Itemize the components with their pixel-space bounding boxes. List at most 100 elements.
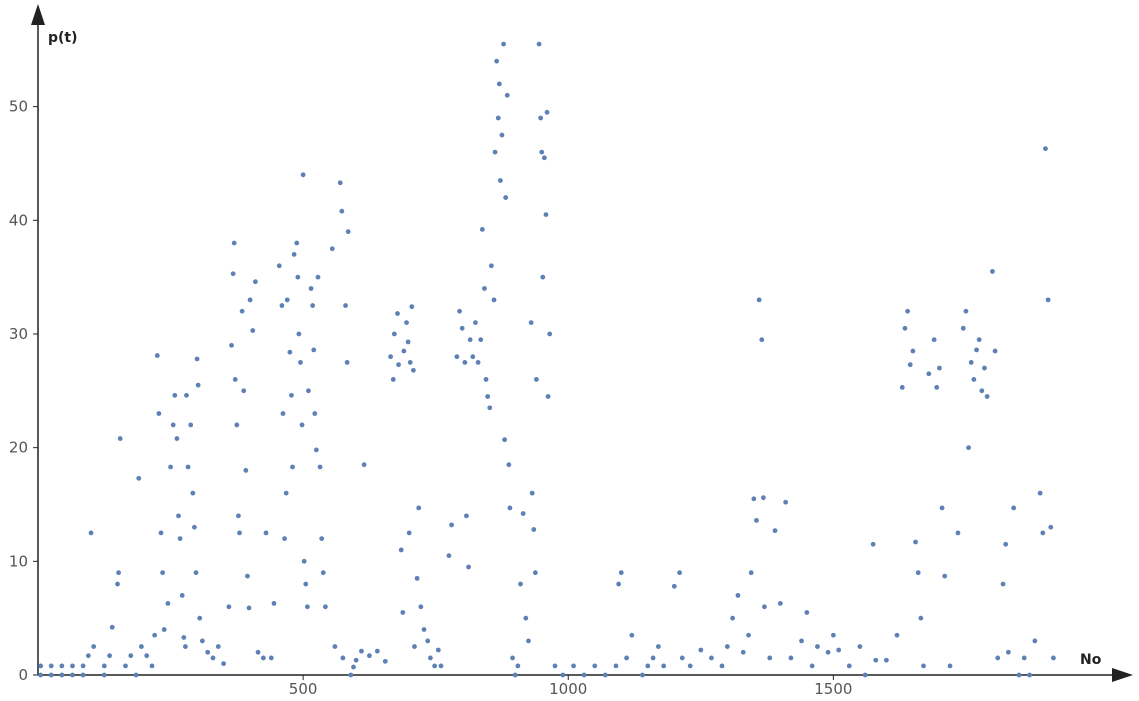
point [400,610,406,615]
point [540,274,546,280]
point [494,58,500,64]
point [592,663,598,669]
point [329,246,335,252]
point [873,657,879,663]
point [247,297,253,303]
point [101,663,107,669]
point [921,663,926,669]
point [116,570,121,576]
point [70,663,75,669]
y-tick-label: 40 [9,211,28,229]
point [193,570,199,576]
point [492,149,498,155]
point [136,475,142,481]
point [671,583,677,589]
point [512,672,518,678]
point [756,297,762,303]
point [231,240,237,246]
point [491,297,497,303]
point [487,405,493,411]
point [395,311,400,316]
point [1000,581,1006,587]
point [312,411,318,416]
point [485,394,491,399]
point [1021,655,1027,661]
point [287,349,293,355]
point [740,649,746,655]
point [613,663,619,669]
point [910,348,916,354]
point [679,655,685,661]
point [534,377,539,382]
point [846,663,852,669]
point [483,377,489,382]
point [907,362,913,368]
point [226,604,232,610]
point [133,672,139,678]
point [128,653,134,659]
point [772,528,778,534]
point [301,558,307,564]
point [862,672,868,678]
point [510,655,515,661]
point [496,81,502,87]
point [640,672,645,678]
point [1003,541,1009,547]
point [528,320,534,326]
point [661,663,667,669]
y-tick-label: 10 [9,552,28,570]
point [229,342,234,348]
point [926,371,932,377]
point [59,663,65,669]
point [158,530,164,536]
point [310,303,316,308]
point [165,600,171,606]
point [152,632,158,638]
point [320,570,326,576]
point [253,279,258,285]
point [655,644,661,649]
point [311,347,317,353]
point [425,638,431,644]
point [344,359,350,365]
point [536,41,542,47]
point [446,553,452,559]
point [276,263,282,269]
point [913,539,918,545]
point [506,462,512,468]
point [243,467,249,473]
point [677,570,682,576]
point [123,663,128,669]
point [968,359,974,365]
point [857,644,863,649]
point [478,337,484,343]
point [144,653,150,659]
point [38,663,44,669]
point [435,647,441,653]
point [466,564,471,570]
point [754,518,759,523]
point [571,663,576,669]
point [183,644,188,649]
point [735,593,741,598]
point [315,274,321,280]
point [746,632,751,638]
point [899,385,905,390]
point [421,627,427,632]
point [101,672,107,678]
point [234,422,240,428]
point [759,337,765,343]
point [241,388,247,394]
point [414,575,420,581]
point [1037,490,1043,496]
point [976,337,982,343]
point [239,308,245,314]
point [457,308,462,314]
point [532,570,538,576]
point [618,570,624,576]
point [488,263,494,269]
point [294,240,300,246]
x-arrow [1112,668,1133,682]
point [539,149,545,155]
point [407,359,413,365]
